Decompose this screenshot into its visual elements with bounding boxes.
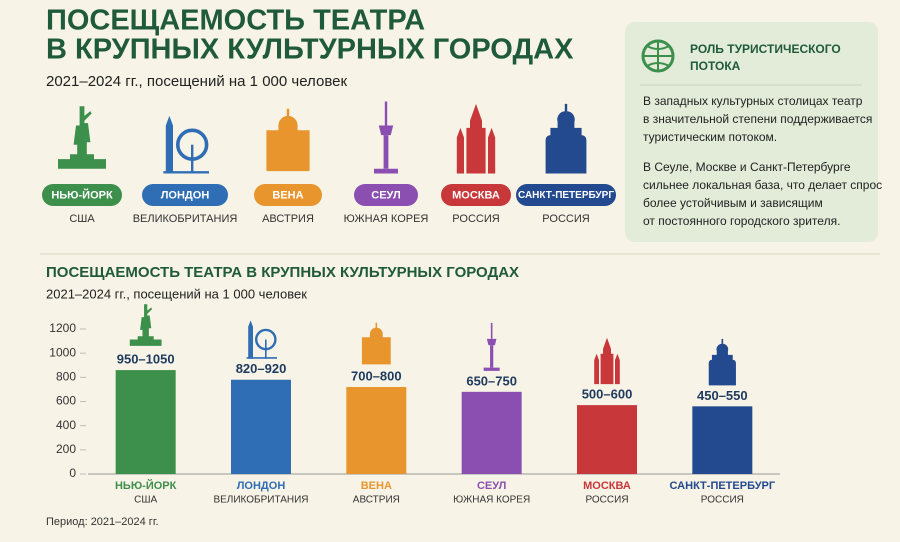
- city-name: МОСКВА: [452, 189, 500, 201]
- landmark-icon: [361, 322, 391, 365]
- x-tick-label: МОСКВА: [583, 480, 631, 492]
- landmark-icon: [374, 101, 398, 174]
- x-country-label: США: [134, 495, 157, 506]
- x-tick-label: СЕУЛ: [477, 480, 506, 492]
- landmark-icon: [456, 103, 496, 174]
- city-pill: [42, 184, 122, 206]
- landmark-icon: [129, 304, 162, 346]
- side-panel: [625, 22, 878, 242]
- city-pill: [354, 184, 418, 206]
- subtitle: 2021–2024 гг., посещений на 1 000 челове…: [46, 73, 347, 90]
- city-name: НЬЮ-ЙОРК: [51, 188, 113, 201]
- panel-text: В западных культурных столицах театр: [643, 94, 863, 108]
- globe-icon: [643, 41, 673, 71]
- range-label: 450–550: [697, 388, 748, 403]
- x-country-label: РОССИЯ: [701, 495, 744, 506]
- x-country-label: РОССИЯ: [585, 495, 628, 506]
- range-label: 650–750: [466, 373, 517, 388]
- city-country: США: [69, 213, 95, 225]
- city-name: ВЕНА: [272, 189, 303, 201]
- bar: [231, 379, 291, 474]
- title: В КРУПНЫХ КУЛЬТУРНЫХ ГОРОДАХ: [46, 34, 574, 66]
- city-name: СЕУЛ: [371, 189, 400, 201]
- landmark-icon: [545, 103, 587, 174]
- bar: [461, 391, 522, 474]
- y-tick-label: 400: [56, 418, 76, 432]
- y-tick-label: 200: [56, 442, 76, 456]
- landmark-icon: [708, 338, 736, 386]
- panel-text: сильнее локальная база, что делает спрос: [643, 178, 882, 192]
- title: ПОСЕЩАЕМОСТЬ ТЕАТРА: [46, 5, 425, 37]
- panel-text: туристическим потоком.: [643, 130, 777, 144]
- panel-title: РОЛЬ ТУРИСТИЧЕСКОГО: [690, 42, 841, 56]
- landmark-icon: [161, 114, 209, 175]
- city-country: АВСТРИЯ: [262, 213, 314, 225]
- x-tick-label: ЛОНДОН: [237, 480, 286, 492]
- range-label: 500–600: [582, 387, 633, 402]
- city-country: ВЕЛИКОБРИТАНИЯ: [133, 213, 238, 225]
- range-label: 820–920: [236, 361, 287, 376]
- y-tick-label: 600: [56, 394, 76, 408]
- panel-text: более устойчивым и зависящим: [643, 196, 823, 210]
- x-tick-label: НЬЮ-ЙОРК: [115, 479, 177, 492]
- footnote: Период: 2021–2024 гг.: [46, 516, 159, 528]
- landmark-icon: [594, 337, 620, 385]
- bar: [346, 387, 407, 474]
- city-country: ЮЖНАЯ КОРЕЯ: [344, 213, 429, 225]
- y-tick-label: 0: [69, 466, 76, 480]
- range-label: 950–1050: [117, 352, 175, 367]
- panel-text: в значительной степени поддерживается: [643, 112, 872, 126]
- y-tick-label: 1200: [49, 321, 76, 335]
- city-pill: [142, 184, 228, 206]
- bar: [115, 370, 176, 474]
- city-pill: [254, 184, 322, 206]
- city-name: САНКТ-ПЕТЕРБУРГ: [518, 190, 614, 201]
- panel-text: В Сеуле, Москве и Санкт-Петербурге: [643, 160, 851, 174]
- landmark-icon: [58, 106, 106, 169]
- landmark-icon: [266, 108, 310, 172]
- y-tick-label: 1000: [49, 345, 76, 359]
- landmark-icon: [483, 322, 500, 371]
- city-country: РОССИЯ: [542, 213, 589, 225]
- city-pill: [516, 184, 616, 206]
- city-country: РОССИЯ: [452, 213, 499, 225]
- panel-text: от постоянного городского зрителя.: [643, 214, 840, 228]
- city-pill: [441, 184, 511, 206]
- x-country-label: ВЕЛИКОБРИТАНИЯ: [213, 495, 308, 506]
- panel-title: ПОТОКА: [690, 59, 741, 73]
- bar: [692, 406, 753, 474]
- landmark-icon: [245, 319, 277, 360]
- x-country-label: АВСТРИЯ: [353, 495, 400, 506]
- range-label: 700–800: [351, 368, 402, 383]
- chart-title: ПОСЕЩАЕМОСТЬ ТЕАТРА В КРУПНЫХ КУЛЬТУРНЫХ…: [46, 264, 519, 281]
- chart-subtitle: 2021–2024 гг., посещений на 1 000 челове…: [46, 286, 307, 301]
- x-tick-label: ВЕНА: [361, 480, 392, 492]
- city-name: ЛОНДОН: [161, 189, 210, 201]
- x-tick-label: САНКТ-ПЕТЕРБУРГ: [670, 480, 776, 492]
- x-country-label: ЮЖНАЯ КОРЕЯ: [453, 495, 530, 506]
- y-tick-label: 800: [56, 370, 76, 384]
- bar: [577, 405, 637, 474]
